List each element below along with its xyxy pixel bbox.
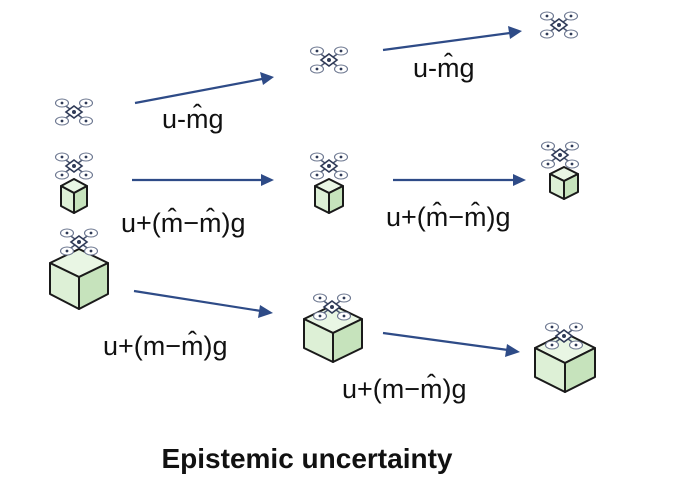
payload-box-icon (303, 304, 363, 363)
label-row1-a: u-m̂g (162, 104, 224, 134)
drone-icon (54, 152, 94, 180)
label-row1-b: u-m̂g (413, 53, 475, 83)
label-row2-a: u+(m̂−m̂)g (121, 208, 246, 238)
arrow-connector (382, 31, 511, 52)
drone-icon (309, 152, 349, 180)
payload-box-icon (534, 332, 596, 393)
arrow-head (505, 344, 520, 357)
arrow-head (258, 305, 273, 318)
arrow-connector (134, 77, 263, 105)
drone-icon (539, 11, 579, 39)
arrow-head (260, 72, 274, 85)
label-row3-a: u+(m−m̂)g (103, 331, 228, 361)
arrow-head (513, 174, 526, 186)
arrow-connector (133, 289, 262, 313)
arrow-head (261, 174, 274, 186)
arrow-connector (382, 331, 509, 352)
arrow-head (508, 26, 522, 39)
drone-icon (54, 98, 94, 126)
drone-icon (540, 141, 580, 169)
payload-box-icon (60, 178, 88, 214)
payload-box-icon (49, 248, 109, 310)
payload-box-icon (549, 166, 579, 200)
payload-box-icon (314, 178, 344, 214)
caption: Epistemic uncertainty (162, 443, 453, 474)
label-row3-b: u+(m−m̂)g (342, 374, 467, 404)
label-row2-b: u+(m̂−m̂)g (386, 202, 511, 232)
drone-icon (309, 46, 349, 74)
